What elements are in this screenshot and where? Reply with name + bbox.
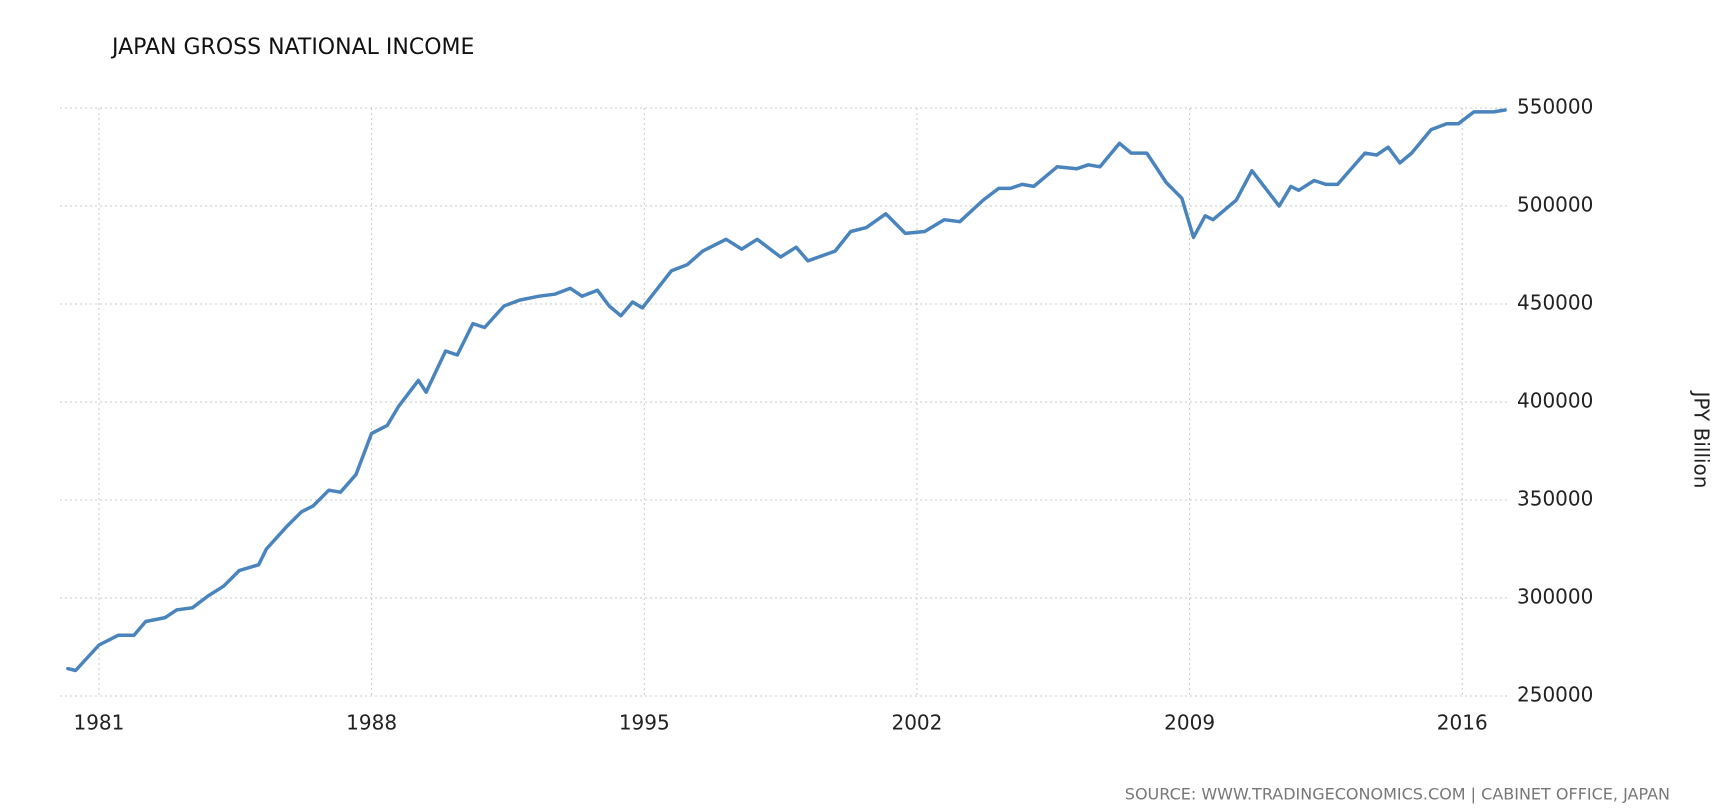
- y-tick-label: 400000: [1517, 389, 1593, 413]
- source-note: SOURCE: WWW.TRADINGECONOMICS.COM | CABIN…: [1125, 785, 1670, 804]
- y-tick-label: 450000: [1517, 291, 1593, 315]
- y-tick-label: 350000: [1517, 487, 1593, 511]
- y-tick-label: 300000: [1517, 585, 1593, 609]
- chart-title: JAPAN GROSS NATIONAL INCOME: [110, 35, 474, 60]
- y-axis-label: JPY Billion: [1690, 390, 1714, 489]
- y-tick-label: 250000: [1517, 683, 1593, 707]
- x-tick-label: 1988: [346, 711, 397, 735]
- y-tick-label: 500000: [1517, 193, 1593, 217]
- x-tick-label: 2009: [1164, 711, 1215, 735]
- y-tick-label: 550000: [1517, 95, 1593, 119]
- x-tick-label: 1995: [619, 711, 670, 735]
- x-tick-label: 2002: [891, 711, 942, 735]
- x-tick-label: 1981: [73, 711, 124, 735]
- data-line: [66, 108, 1507, 673]
- x-tick-label: 2016: [1437, 711, 1488, 735]
